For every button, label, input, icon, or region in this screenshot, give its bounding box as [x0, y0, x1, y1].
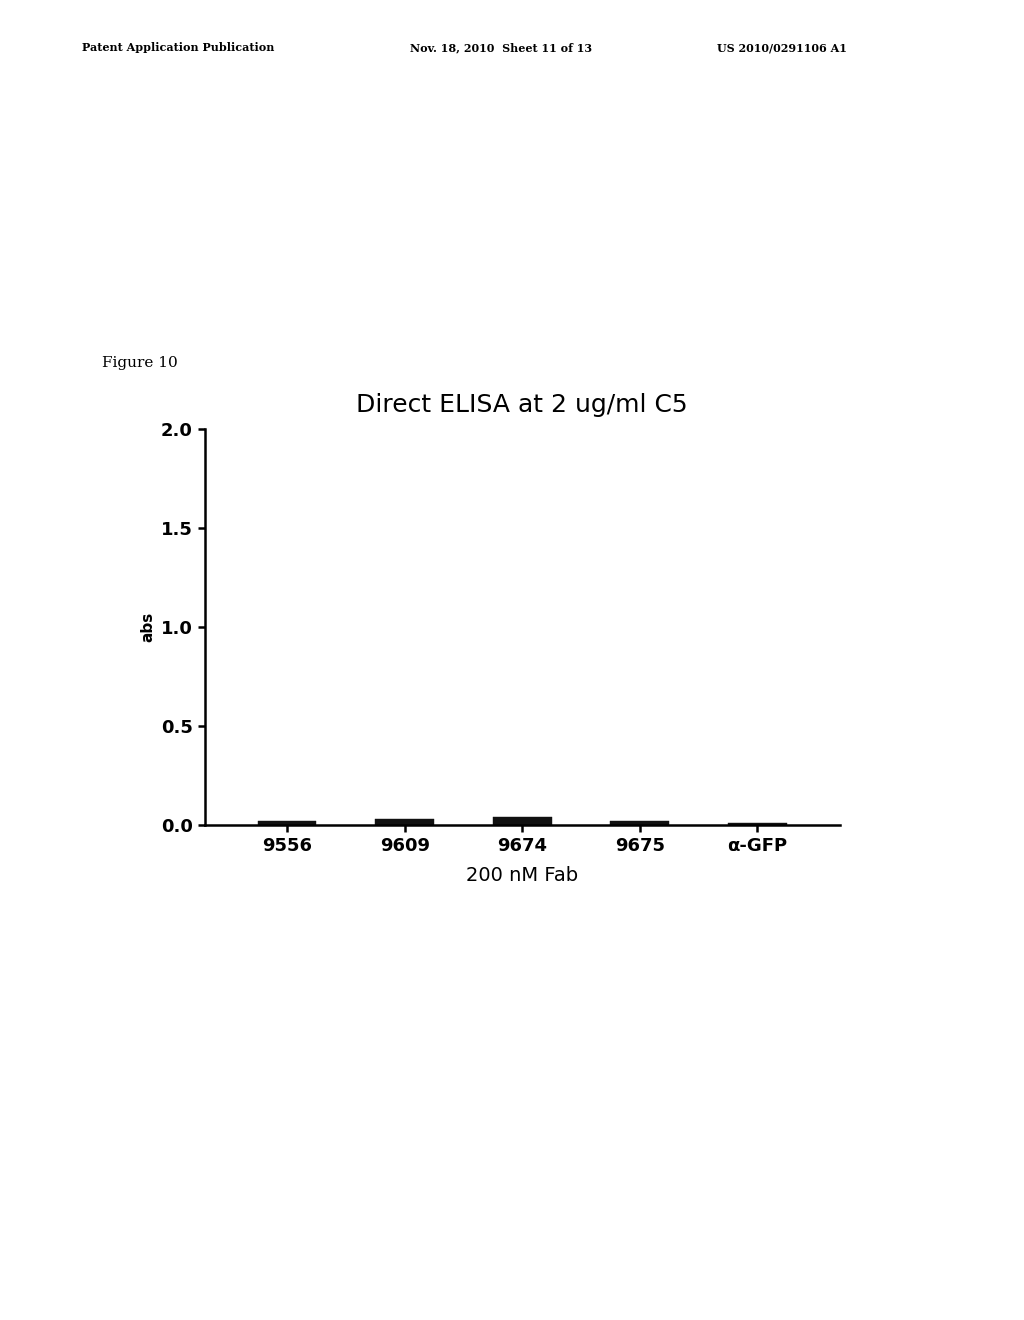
Bar	[258, 821, 316, 825]
Text: Patent Application Publication: Patent Application Publication	[82, 42, 274, 53]
Text: Figure 10: Figure 10	[102, 356, 178, 371]
Bar	[493, 817, 552, 825]
Bar	[375, 818, 434, 825]
Text: US 2010/0291106 A1: US 2010/0291106 A1	[717, 42, 847, 53]
Y-axis label: abs: abs	[140, 612, 156, 642]
Bar	[610, 821, 670, 825]
Text: Nov. 18, 2010  Sheet 11 of 13: Nov. 18, 2010 Sheet 11 of 13	[410, 42, 592, 53]
Title: Direct ELISA at 2 ug/ml C5: Direct ELISA at 2 ug/ml C5	[356, 393, 688, 417]
Bar	[728, 824, 786, 825]
X-axis label: 200 nM Fab: 200 nM Fab	[466, 866, 579, 884]
